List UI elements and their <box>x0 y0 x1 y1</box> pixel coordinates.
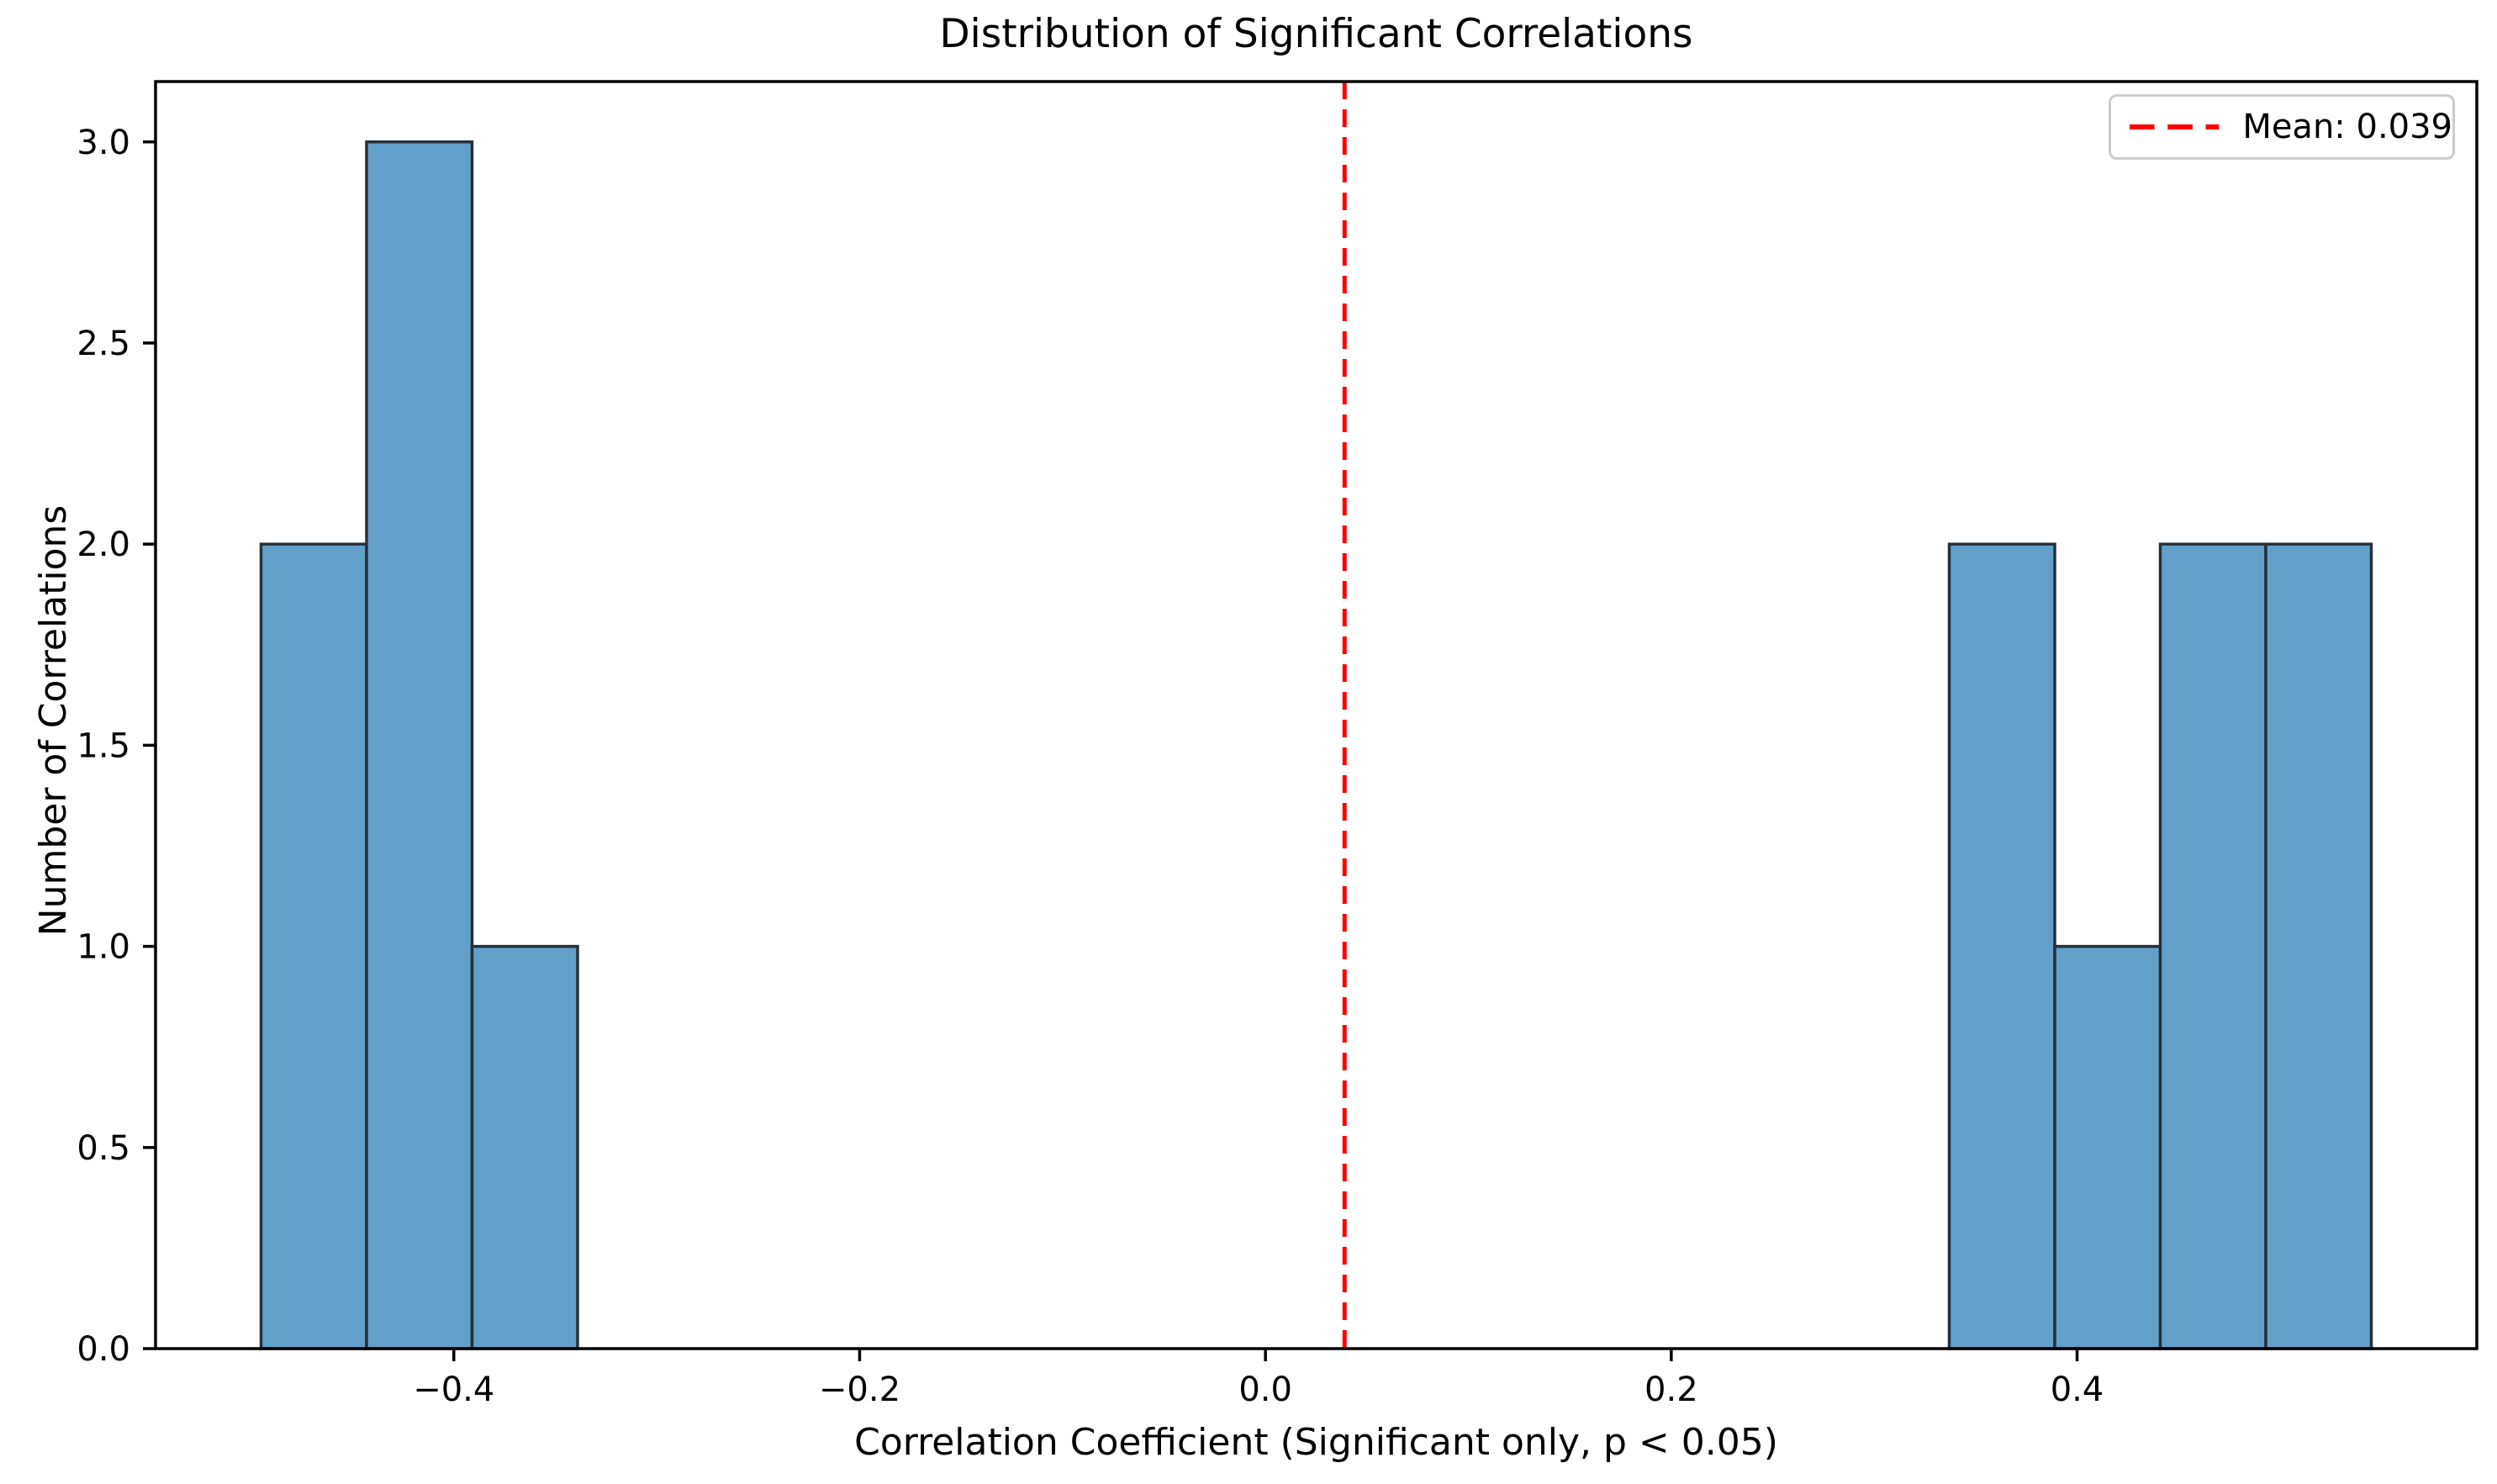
y-axis-label: Number of Correlations <box>32 504 75 937</box>
x-tick-label: −0.2 <box>819 1370 900 1409</box>
histogram-bar <box>1947 542 2056 1350</box>
x-tick-label: −0.4 <box>413 1370 494 1409</box>
histogram-bar <box>259 542 368 1350</box>
x-tick-label: 0.4 <box>2051 1370 2104 1409</box>
histogram-bar <box>2158 542 2267 1350</box>
y-tick-label: 2.5 <box>77 325 130 363</box>
y-tick-label: 0.5 <box>77 1129 130 1168</box>
x-axis-label: Correlation Coefficient (Significant onl… <box>854 1421 1778 1464</box>
y-tick-label: 3.0 <box>77 124 130 162</box>
x-tick-label: 0.2 <box>1644 1370 1698 1409</box>
histogram-bar <box>365 140 474 1350</box>
legend: Mean: 0.039 <box>2109 94 2455 160</box>
y-tick-label: 2.0 <box>77 525 130 564</box>
x-tick-label: 0.0 <box>1238 1370 1292 1409</box>
y-tick-label: 0.0 <box>77 1330 130 1369</box>
chart-title: Distribution of Significant Correlations <box>939 11 1693 57</box>
y-tick-label: 1.0 <box>77 928 130 967</box>
y-tick-label: 1.5 <box>77 726 130 765</box>
histogram-bar <box>470 944 579 1350</box>
axes-spines <box>154 80 2479 1350</box>
histogram-bar <box>2264 542 2373 1350</box>
histogram-bar <box>2053 944 2162 1350</box>
mean-line-legend-swatch <box>2129 124 2220 129</box>
legend-label: Mean: 0.039 <box>2242 108 2452 146</box>
